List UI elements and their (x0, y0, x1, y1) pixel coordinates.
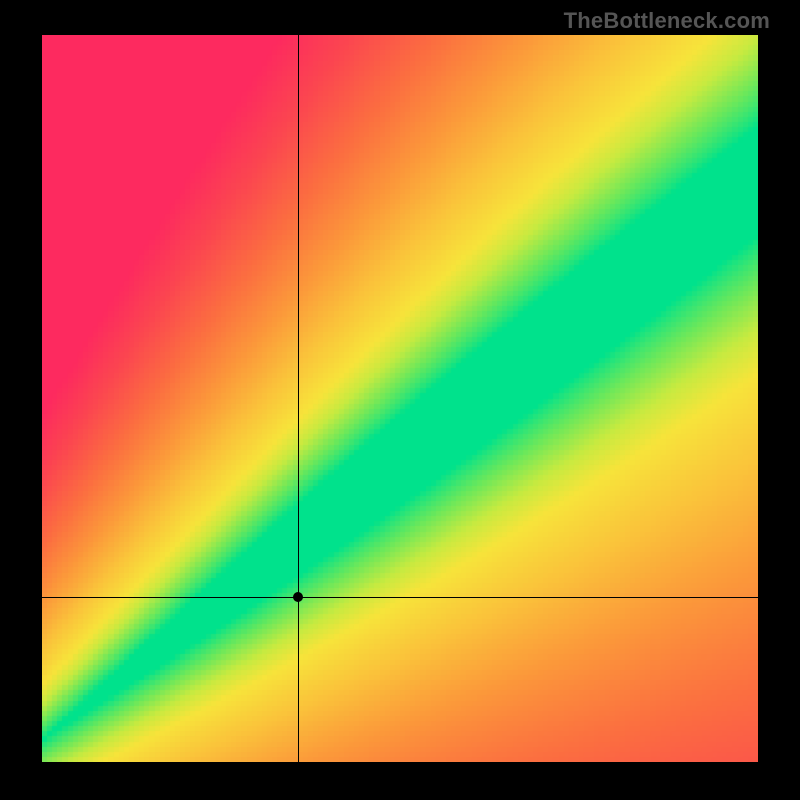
crosshair-vertical (298, 35, 299, 762)
chart-container: TheBottleneck.com (0, 0, 800, 800)
bottleneck-heatmap (42, 35, 758, 762)
watermark-text: TheBottleneck.com (564, 8, 770, 34)
crosshair-horizontal (42, 597, 758, 598)
